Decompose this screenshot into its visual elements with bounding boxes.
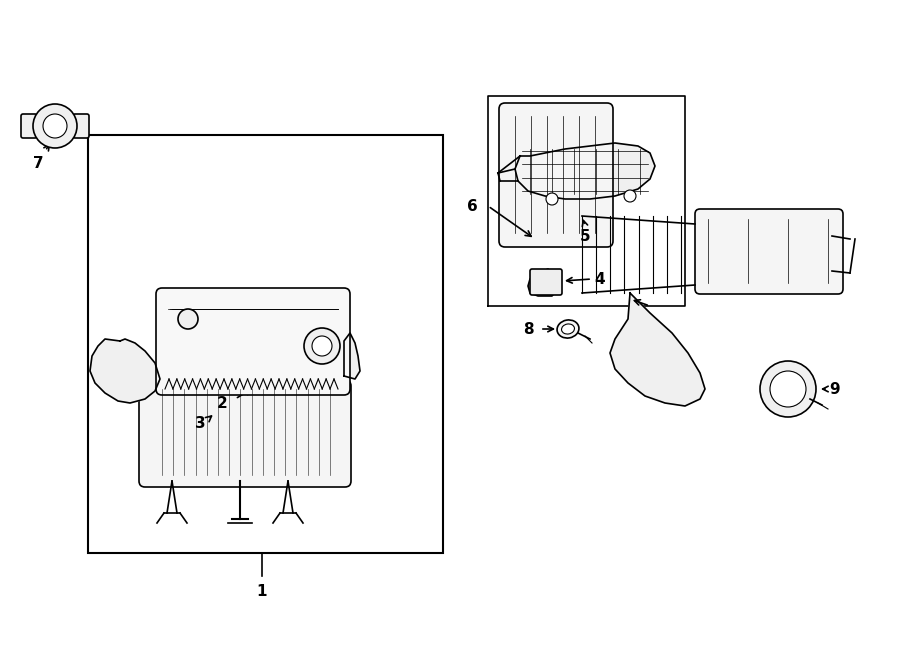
Text: 9: 9 — [830, 381, 841, 397]
FancyBboxPatch shape — [139, 380, 351, 487]
FancyBboxPatch shape — [530, 269, 562, 295]
Circle shape — [760, 361, 816, 417]
Bar — [88, 135, 443, 553]
Polygon shape — [515, 143, 655, 199]
Polygon shape — [344, 333, 360, 379]
Text: 6: 6 — [466, 198, 477, 214]
Circle shape — [770, 371, 806, 407]
Ellipse shape — [557, 320, 579, 338]
Circle shape — [312, 336, 332, 356]
FancyBboxPatch shape — [73, 114, 89, 138]
Text: 5: 5 — [580, 214, 590, 229]
Circle shape — [178, 309, 198, 329]
Text: 4: 4 — [595, 272, 606, 286]
Circle shape — [304, 328, 340, 364]
Circle shape — [624, 190, 636, 202]
Text: 8: 8 — [523, 321, 534, 336]
Circle shape — [546, 193, 558, 205]
Text: 2: 2 — [217, 395, 228, 410]
Text: 1: 1 — [256, 584, 267, 598]
Circle shape — [33, 104, 77, 148]
Text: 7: 7 — [32, 155, 43, 171]
Text: 5: 5 — [580, 229, 590, 243]
FancyBboxPatch shape — [499, 103, 613, 247]
FancyBboxPatch shape — [156, 288, 350, 395]
FancyBboxPatch shape — [695, 209, 843, 294]
Polygon shape — [90, 339, 160, 403]
Polygon shape — [610, 293, 705, 406]
Text: 3: 3 — [194, 416, 205, 430]
Polygon shape — [528, 269, 558, 296]
Ellipse shape — [562, 324, 574, 334]
Circle shape — [43, 114, 67, 138]
FancyBboxPatch shape — [21, 114, 37, 138]
